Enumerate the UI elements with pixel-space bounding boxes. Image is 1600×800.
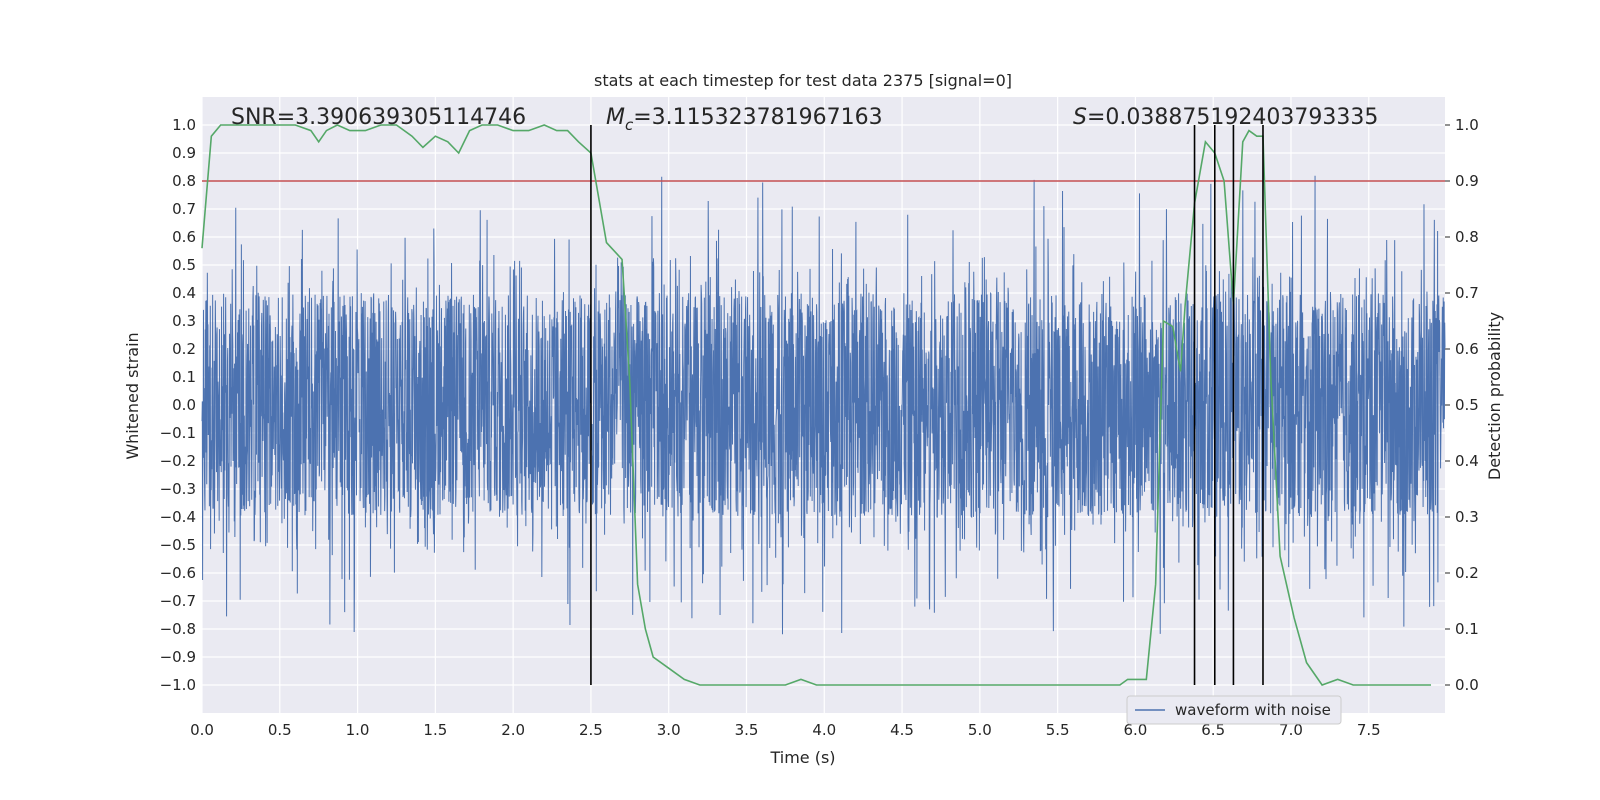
x-tick-label: 7.0 (1279, 721, 1303, 739)
x-tick-label: 7.5 (1357, 721, 1381, 739)
y-left-tick-label: 0.2 (172, 340, 196, 358)
y-left-tick-label: −0.6 (160, 564, 196, 582)
x-tick-label: 3.5 (735, 721, 759, 739)
y-left-tick-label: −0.1 (160, 424, 196, 442)
y-left-tick-label: −0.4 (160, 508, 196, 526)
x-ticks: 0.0 0.5 1.0 1.5 2.0 2.5 3.0 3.5 4.0 4.5 5.0 5.5 6.0 6… (190, 721, 1381, 739)
s-annotation: S=0.038875192403793335 (1073, 105, 1378, 130)
y-left-tick-label: 1.0 (172, 116, 196, 134)
y-ticks-left: 1.0 0.9 0.8 0.7 0.6 0.5 0.4 0.3 0.2 0.1 0.0 −0.1 −0.… (160, 116, 196, 694)
x-tick-label: 2.0 (501, 721, 525, 739)
mc-symbol: M (606, 105, 625, 130)
waveform-series (201, 175, 1446, 635)
legend-box (1126, 695, 1342, 725)
y-left-tick-label: 0.7 (172, 200, 196, 218)
y-left-tick-label: −0.8 (160, 620, 196, 638)
y-right-tick-label: 0.7 (1455, 284, 1479, 302)
y-axis-label-left: Whitened strain (123, 332, 142, 459)
y-left-tick-label: −0.5 (160, 536, 196, 554)
y-right-tick-label: 0.6 (1455, 340, 1479, 358)
x-tick-label: 5.0 (968, 721, 992, 739)
y-left-tick-label: 0.8 (172, 172, 196, 190)
y-left-tick-label: 0.9 (172, 144, 196, 162)
x-tick-label: 0.0 (190, 721, 214, 739)
x-tick-label: 4.5 (890, 721, 914, 739)
s-value: =0.038875192403793335 (1087, 105, 1378, 130)
x-tick-label: 4.0 (812, 721, 836, 739)
x-tick-label: 2.5 (579, 721, 603, 739)
y-right-tick-label: 1.0 (1455, 116, 1479, 134)
x-tick-label: 6.5 (1201, 721, 1225, 739)
y-left-tick-label: 0.1 (172, 368, 196, 386)
y-right-tick-label: 0.3 (1455, 508, 1479, 526)
snr-annotation: SNR=3.390639305114746 (231, 105, 526, 130)
y-left-tick-label: −1.0 (160, 676, 196, 694)
y-ticks-right: 1.0 0.9 0.8 0.7 0.6 0.5 0.4 0.3 0.2 0.1 0.0 (1445, 116, 1479, 694)
chart-title: stats at each timestep for test data 237… (594, 71, 1012, 90)
vertical-markers (590, 125, 1264, 685)
mc-value: =3.115323781967163 (633, 105, 882, 130)
y-right-tick-label: 0.1 (1455, 620, 1479, 638)
x-tick-label: 1.0 (346, 721, 370, 739)
y-left-tick-label: −0.3 (160, 480, 196, 498)
x-tick-label: 6.0 (1123, 721, 1147, 739)
y-right-tick-label: 0.9 (1455, 172, 1479, 190)
s-symbol: S (1073, 105, 1087, 130)
legend: waveform with noise (1126, 695, 1342, 725)
mc-subscript: c (625, 116, 634, 134)
y-right-tick-label: 0.5 (1455, 396, 1479, 414)
y-right-tick-label: 0.4 (1455, 452, 1479, 470)
x-axis-label: Time (s) (769, 748, 835, 767)
y-left-tick-label: −0.7 (160, 592, 196, 610)
y-left-tick-label: 0.6 (172, 228, 196, 246)
y-right-tick-label: 0.2 (1455, 564, 1479, 582)
mc-annotation: Mc=3.115323781967163 (606, 105, 883, 134)
y-left-tick-label: 0.5 (172, 256, 196, 274)
y-left-tick-label: 0.4 (172, 284, 196, 302)
y-right-tick-label: 0.8 (1455, 228, 1479, 246)
x-tick-label: 1.5 (423, 721, 447, 739)
y-left-tick-label: 0.0 (172, 396, 196, 414)
legend-label: waveform with noise (1175, 701, 1331, 719)
detection-probability-series (201, 124, 1431, 686)
y-axis-label-right: Detection probability (1485, 312, 1504, 480)
x-tick-label: 0.5 (268, 721, 292, 739)
x-tick-label: 5.5 (1046, 721, 1070, 739)
y-left-tick-label: −0.2 (160, 452, 196, 470)
x-tick-label: 3.0 (657, 721, 681, 739)
y-right-tick-label: 0.0 (1455, 676, 1479, 694)
y-left-tick-label: 0.3 (172, 312, 196, 330)
y-left-tick-label: −0.9 (160, 648, 196, 666)
